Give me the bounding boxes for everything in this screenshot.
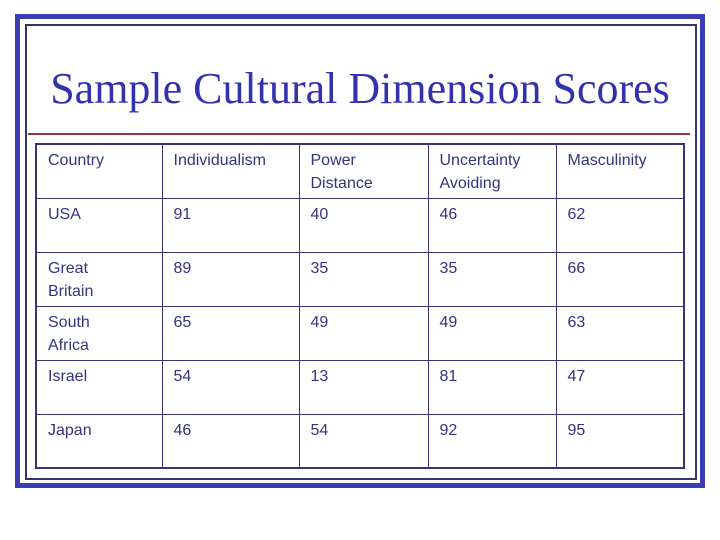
- column-header-uncertainty-avoiding: Uncertainty Avoiding: [427, 143, 557, 199]
- table-row-israel: Israel 54 13 81 47: [35, 359, 685, 415]
- table-row-usa: USA 91 40 46 62: [35, 197, 685, 253]
- slide-border-outer: [15, 14, 705, 488]
- table-row-great-britain: Great Britain 89 35 35 66: [35, 251, 685, 307]
- cell-country: Great Britain: [35, 251, 163, 307]
- cell-individualism: 46: [161, 413, 300, 469]
- table-row-japan: Japan 46 54 92 95: [35, 413, 685, 469]
- cell-uncertainty-avoiding: 81: [427, 359, 557, 415]
- column-header-country: Country: [35, 143, 163, 199]
- table-row-south-africa: South Africa 65 49 49 63: [35, 305, 685, 361]
- title-underline: [28, 133, 690, 135]
- cell-country: Israel: [35, 359, 163, 415]
- cell-masculinity: 66: [555, 251, 685, 307]
- header-row: Country Individualism Power Distance Unc…: [35, 143, 685, 199]
- cell-masculinity: 47: [555, 359, 685, 415]
- cell-individualism: 89: [161, 251, 300, 307]
- cell-country: Japan: [35, 413, 163, 469]
- cell-uncertainty-avoiding: 92: [427, 413, 557, 469]
- cell-power-distance: 13: [298, 359, 429, 415]
- cell-masculinity: 63: [555, 305, 685, 361]
- cell-power-distance: 49: [298, 305, 429, 361]
- cell-uncertainty-avoiding: 49: [427, 305, 557, 361]
- cell-country: South Africa: [35, 305, 163, 361]
- column-header-individualism: Individualism: [161, 143, 300, 199]
- column-header-power-distance: Power Distance: [298, 143, 429, 199]
- cell-power-distance: 54: [298, 413, 429, 469]
- cultural-scores-table: Country Individualism Power Distance Unc…: [35, 143, 685, 469]
- cell-individualism: 91: [161, 197, 300, 253]
- slide-border-inner: [25, 24, 697, 480]
- cell-individualism: 65: [161, 305, 300, 361]
- cell-country: USA: [35, 197, 163, 253]
- cell-masculinity: 62: [555, 197, 685, 253]
- cell-masculinity: 95: [555, 413, 685, 469]
- column-header-masculinity: Masculinity: [555, 143, 685, 199]
- slide-title: Sample Cultural Dimension Scores: [50, 64, 670, 113]
- cell-uncertainty-avoiding: 35: [427, 251, 557, 307]
- cell-power-distance: 40: [298, 197, 429, 253]
- cell-individualism: 54: [161, 359, 300, 415]
- cell-power-distance: 35: [298, 251, 429, 307]
- cell-uncertainty-avoiding: 46: [427, 197, 557, 253]
